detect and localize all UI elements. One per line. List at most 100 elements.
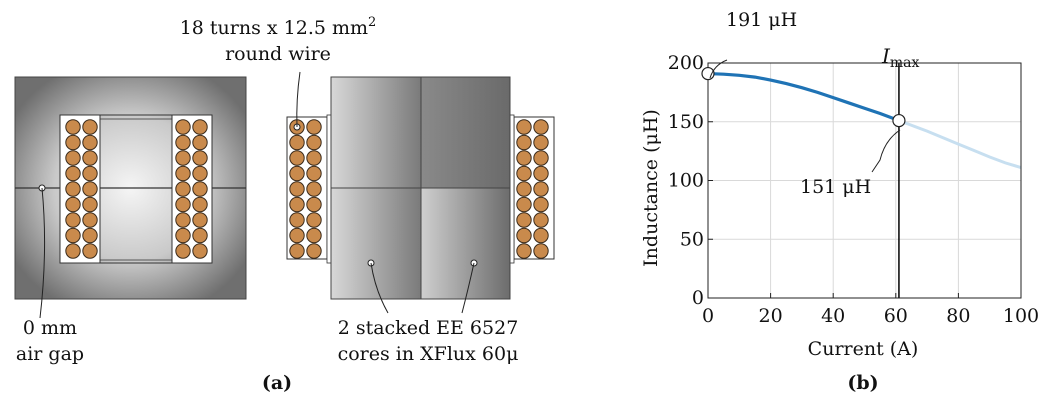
wire-turn — [516, 227, 532, 244]
wire-turn — [516, 119, 532, 135]
wire-turn — [175, 227, 191, 244]
wire-turn — [306, 134, 322, 151]
wire-turn — [65, 196, 81, 213]
y-tick-label: 0 — [692, 287, 704, 309]
wire-turn — [65, 150, 81, 166]
wire-turn — [289, 134, 305, 151]
inductance-curve — [707, 71, 900, 123]
annotation-start: 191 μH — [726, 9, 797, 31]
wire-turn — [289, 243, 305, 259]
winding-leader-line — [296, 71, 301, 128]
x-tick-label: 80 — [946, 305, 970, 327]
wire-turn — [306, 150, 322, 166]
wire-turn — [533, 119, 549, 135]
wire-turn — [533, 165, 549, 182]
wire-turn — [175, 165, 191, 182]
winding-left-front — [65, 119, 98, 259]
inductance-curve-beyond-imax — [898, 119, 1022, 170]
wire-turn — [306, 196, 322, 213]
y-tick-label: 100 — [668, 170, 704, 192]
wire-turn — [82, 196, 98, 213]
winding-left-side — [289, 119, 322, 259]
wire-turn — [289, 212, 305, 228]
wire-turn — [82, 119, 98, 135]
winding-label-line2: round wire — [225, 43, 331, 65]
y-tick-labels: 0 50 100 150 200 — [668, 52, 713, 309]
wire-turn — [82, 134, 98, 151]
start-leader — [709, 59, 728, 79]
wire-turn — [82, 181, 98, 197]
wire-turn — [533, 243, 549, 259]
core-leader-2 — [461, 262, 475, 314]
core-leader-1 — [370, 262, 389, 314]
wire-turn — [82, 150, 98, 166]
caption-a: (a) — [262, 372, 292, 394]
wire-turn — [289, 227, 305, 244]
wire-turn — [192, 196, 208, 213]
wire-turn — [82, 243, 98, 259]
wire-turn — [192, 165, 208, 182]
point-imax — [892, 113, 906, 128]
wire-turn — [516, 196, 532, 213]
winding-right-front — [175, 119, 208, 259]
wire-turn — [192, 134, 208, 151]
x-tick-label: 100 — [1003, 305, 1039, 327]
wire-turn — [65, 227, 81, 244]
winding-label-line1: 18 turns x 12.5 mm2 — [180, 15, 377, 39]
x-tick-label: 40 — [821, 305, 845, 327]
wire-turn — [289, 196, 305, 213]
wire-turn — [516, 134, 532, 151]
wire-turn — [533, 150, 549, 166]
y-tick-label: 50 — [680, 228, 704, 250]
winding-right-side — [516, 119, 549, 259]
wire-turn — [306, 181, 322, 197]
wire-turn — [516, 165, 532, 182]
wire-turn — [65, 212, 81, 228]
core-label-line1: 2 stacked EE 6527 — [338, 317, 519, 339]
x-tick-labels: 0 20 40 60 80 100 — [702, 293, 1039, 327]
wire-turn — [175, 119, 191, 135]
wire-turn — [306, 227, 322, 244]
y-tick-label: 200 — [668, 52, 704, 74]
wire-turn — [306, 119, 322, 135]
gap-label-line2: air gap — [16, 343, 84, 365]
wire-turn — [516, 150, 532, 166]
wire-turn — [82, 227, 98, 244]
x-tick-label: 60 — [884, 305, 908, 327]
wire-turn — [289, 181, 305, 197]
core-front-view — [14, 76, 247, 319]
wire-turn — [65, 181, 81, 197]
core-label-line2: cores in XFlux 60μ — [338, 343, 519, 365]
wire-turn — [65, 243, 81, 259]
wire-turn — [516, 212, 532, 228]
wire-turn — [175, 181, 191, 197]
x-tick-label: 20 — [759, 305, 783, 327]
caption-b: (b) — [847, 372, 878, 394]
wire-turn — [306, 165, 322, 182]
y-axis-label: Inductance (μH) — [640, 109, 662, 267]
wire-turn — [175, 243, 191, 259]
gap-label-line1: 0 mm — [23, 317, 77, 339]
wire-turn — [192, 243, 208, 259]
wire-turn — [533, 227, 549, 244]
gap-leader-line — [39, 187, 46, 319]
wire-turn — [175, 196, 191, 213]
wire-turn — [533, 212, 549, 228]
wire-turn — [533, 181, 549, 197]
annotation-end: 151 μH — [800, 176, 871, 198]
wire-turn — [65, 134, 81, 151]
core-side-view — [286, 71, 555, 314]
wire-turn — [192, 150, 208, 166]
wire-turn — [65, 119, 81, 135]
imax-label: Imax — [881, 44, 920, 71]
wire-turn — [175, 212, 191, 228]
wire-turn — [533, 134, 549, 151]
x-tick-label: 0 — [702, 305, 714, 327]
wire-turn — [516, 181, 532, 197]
wire-turn — [533, 196, 549, 213]
wire-turn — [516, 243, 532, 259]
wire-turn — [82, 165, 98, 182]
y-tick-label: 150 — [668, 111, 704, 133]
figure-a: 18 turns x 12.5 mm2 round wire 0 mm air … — [14, 15, 555, 394]
